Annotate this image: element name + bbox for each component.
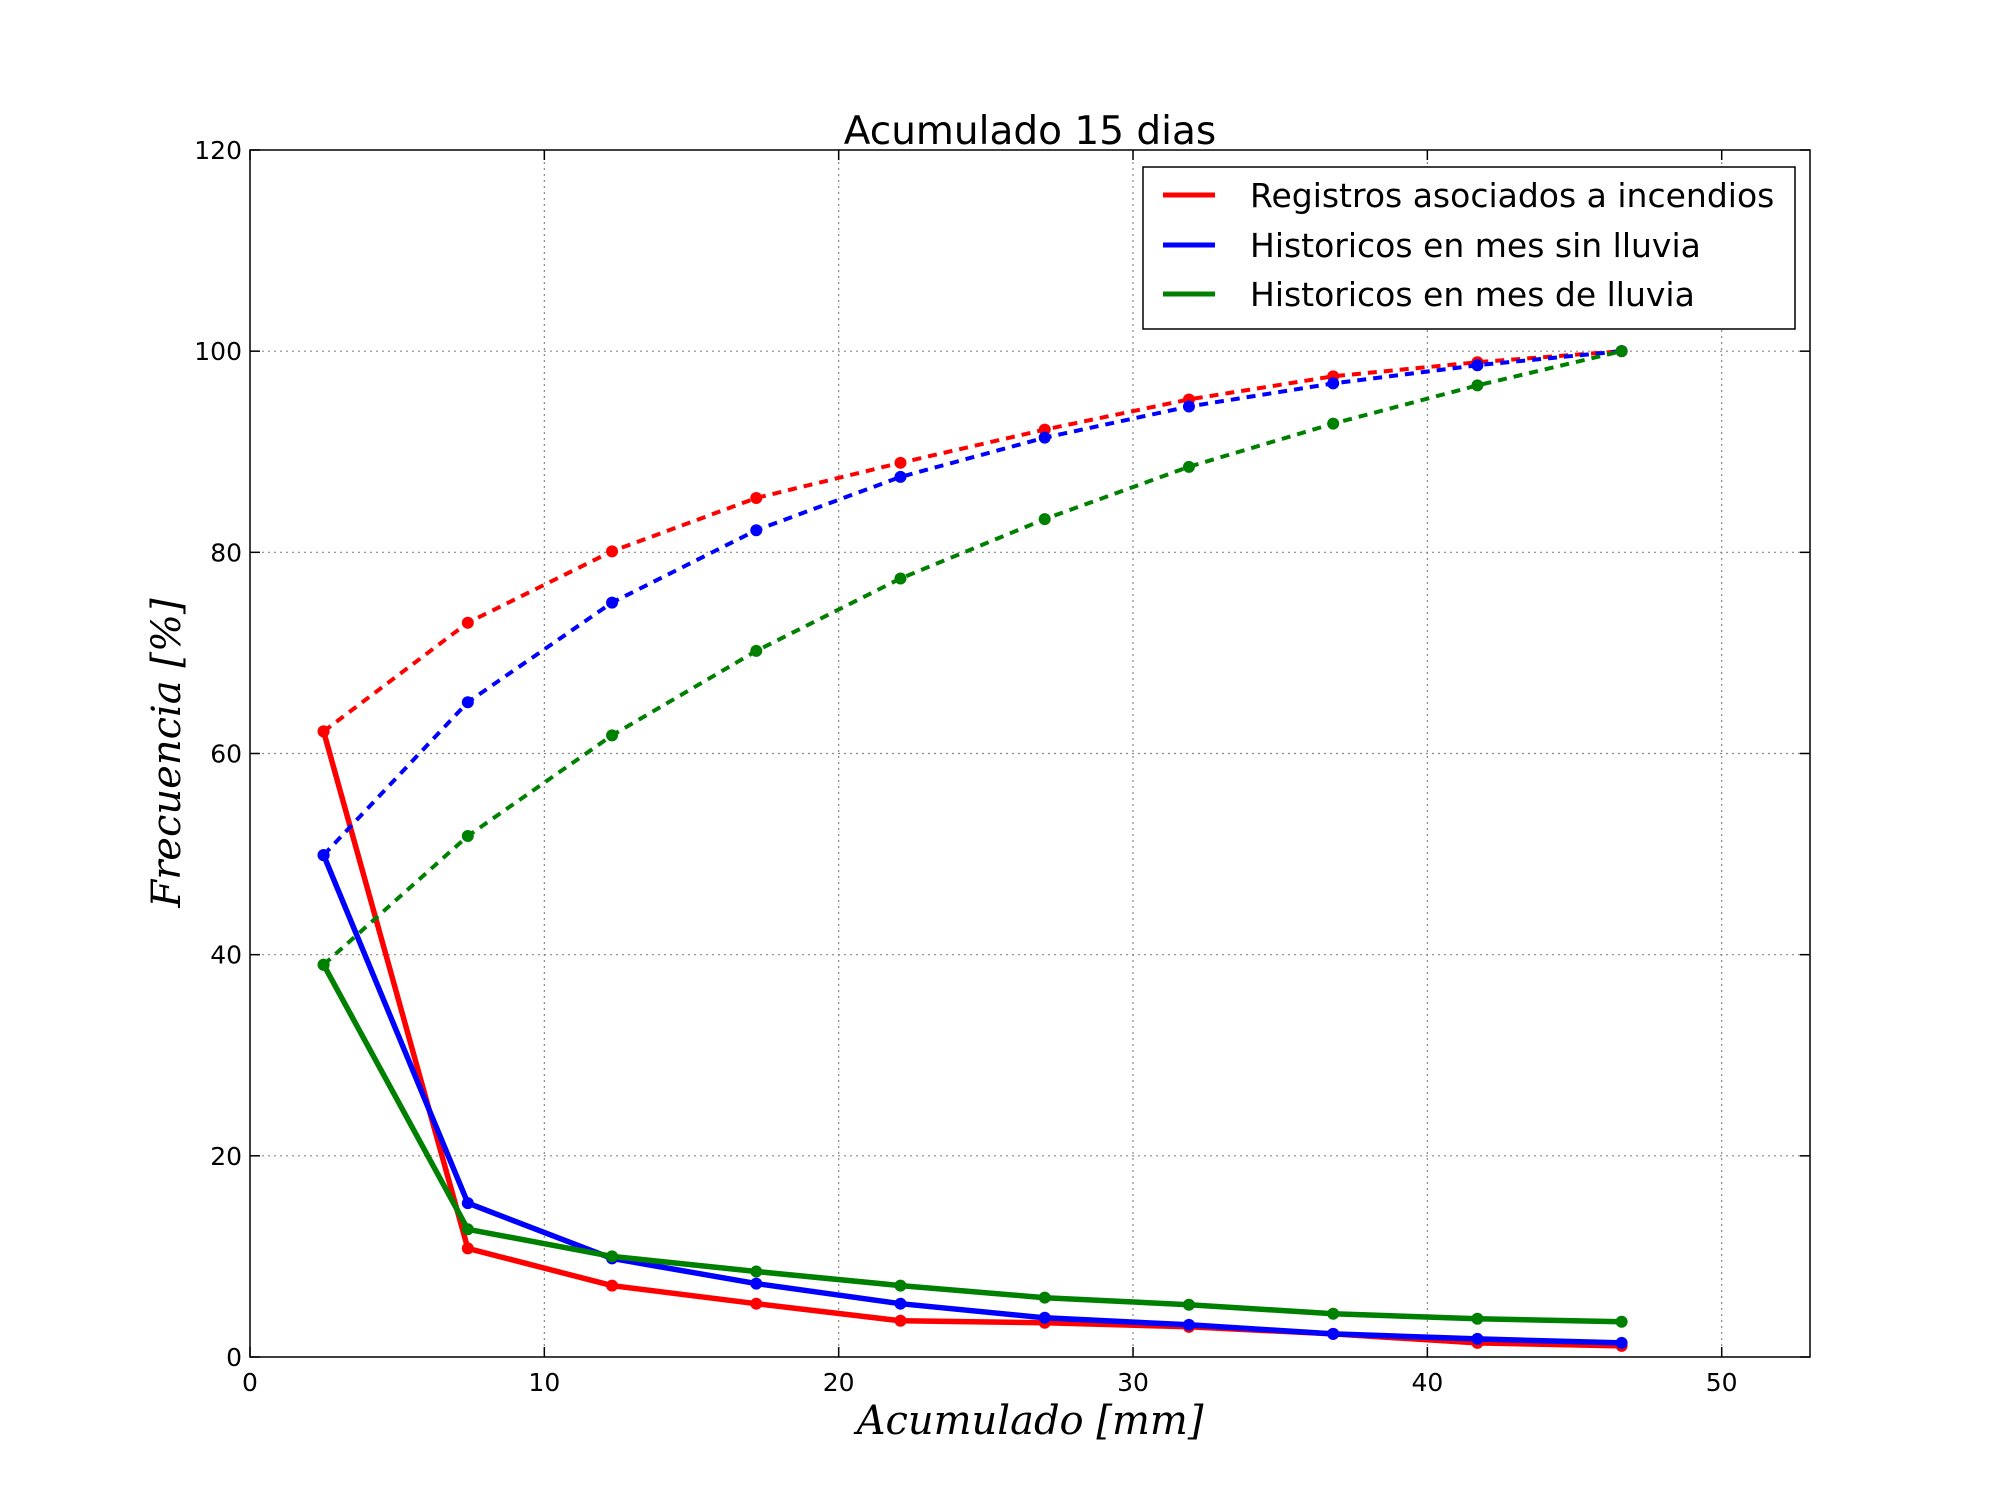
y-tick-label: 0 — [226, 1343, 242, 1372]
frequency-point-registros — [750, 1297, 763, 1310]
cumulative-point-de-lluvia — [606, 729, 619, 742]
frequency-line-sin-lluvia — [321, 854, 1622, 1346]
cumulative-point-de-lluvia — [1182, 460, 1195, 473]
frequency-point-registros — [461, 1242, 474, 1255]
cumulative-line-de-lluvia — [322, 349, 1623, 967]
cumulative-point-sin-lluvia — [1471, 359, 1484, 372]
frequency-point-de-lluvia — [317, 958, 330, 971]
frequency-point-sin-lluvia — [894, 1297, 907, 1310]
cumulative-point-registros — [461, 616, 474, 629]
x-tick-label: 10 — [528, 1368, 560, 1397]
legend-label-registros: Registros asociados a incendios — [1250, 176, 1774, 215]
cumulative-point-de-lluvia — [1327, 417, 1340, 430]
frequency-point-sin-lluvia — [1038, 1311, 1051, 1324]
grid-layer — [250, 150, 1810, 1357]
x-axis-label: Acumulado [mm] — [853, 1398, 1204, 1444]
cumulative-point-de-lluvia — [1038, 513, 1051, 526]
frequency-point-sin-lluvia — [317, 849, 330, 862]
frequency-line-de-lluvia — [321, 963, 1622, 1325]
tick-layer: 0 10 20 30 40 50 0 20 40 60 80 100 120 — [194, 136, 1810, 1397]
cumulative-point-registros — [894, 456, 907, 469]
y-tick-label: 120 — [194, 136, 242, 165]
cumulative-point-de-lluvia — [461, 829, 474, 842]
frequency-point-sin-lluvia — [461, 1197, 474, 1210]
cumulative-line-registros — [322, 349, 1622, 733]
frequency-point-de-lluvia — [1327, 1307, 1340, 1320]
frequency-point-de-lluvia — [1615, 1315, 1628, 1328]
frequency-point-de-lluvia — [1471, 1312, 1484, 1325]
chart-title: Acumulado 15 dias — [844, 109, 1216, 154]
series-layer — [317, 345, 1628, 1352]
frequency-point-sin-lluvia — [1182, 1318, 1195, 1331]
cumulative-point-sin-lluvia — [894, 470, 907, 483]
x-tick-label: 0 — [242, 1368, 258, 1397]
y-tick-label: 80 — [210, 538, 242, 567]
legend-label-sin-lluvia: Historicos en mes sin lluvia — [1250, 226, 1701, 265]
legend: Registros asociados a incendios Historic… — [1142, 166, 1796, 330]
frequency-point-sin-lluvia — [1327, 1327, 1340, 1340]
cumulative-point-sin-lluvia — [1327, 377, 1340, 390]
legend-label-de-lluvia: Historicos en mes de lluvia — [1250, 275, 1695, 314]
cumulative-point-registros — [750, 492, 763, 505]
cumulative-point-sin-lluvia — [1182, 400, 1195, 413]
frequency-point-de-lluvia — [1038, 1291, 1051, 1304]
cumulative-point-sin-lluvia — [461, 696, 474, 709]
cumulative-point-de-lluvia — [894, 572, 907, 585]
frequency-point-registros — [606, 1279, 619, 1292]
frequency-point-registros — [894, 1314, 907, 1327]
frequency-point-de-lluvia — [1182, 1298, 1195, 1311]
x-tick-label: 30 — [1117, 1368, 1149, 1397]
cumulative-point-sin-lluvia — [1038, 431, 1051, 444]
frequency-point-registros — [317, 725, 330, 738]
cumulative-point-de-lluvia — [750, 644, 763, 657]
cumulative-point-de-lluvia — [1615, 345, 1628, 358]
cumulative-point-registros — [606, 545, 619, 558]
frequency-point-sin-lluvia — [1615, 1336, 1628, 1349]
frequency-point-de-lluvia — [894, 1279, 907, 1292]
cumulative-point-sin-lluvia — [606, 596, 619, 609]
frequency-point-de-lluvia — [750, 1265, 763, 1278]
y-axis-label: Frecuencia [%] — [144, 598, 190, 909]
x-tick-label: 40 — [1411, 1368, 1443, 1397]
y-tick-label: 60 — [210, 740, 242, 769]
y-tick-label: 100 — [194, 337, 242, 366]
legend-frame — [1142, 166, 1796, 330]
y-tick-label: 20 — [210, 1142, 242, 1171]
frequency-point-de-lluvia — [606, 1250, 619, 1263]
frequency-point-sin-lluvia — [750, 1277, 763, 1290]
cumulative-point-de-lluvia — [1471, 379, 1484, 392]
frequency-point-de-lluvia — [461, 1223, 474, 1236]
x-tick-label: 50 — [1706, 1368, 1738, 1397]
cumulative-point-sin-lluvia — [750, 524, 763, 537]
frequency-point-sin-lluvia — [1471, 1332, 1484, 1345]
cumulative-line-sin-lluvia — [322, 349, 1622, 857]
x-tick-label: 20 — [823, 1368, 855, 1397]
y-tick-label: 40 — [210, 941, 242, 970]
